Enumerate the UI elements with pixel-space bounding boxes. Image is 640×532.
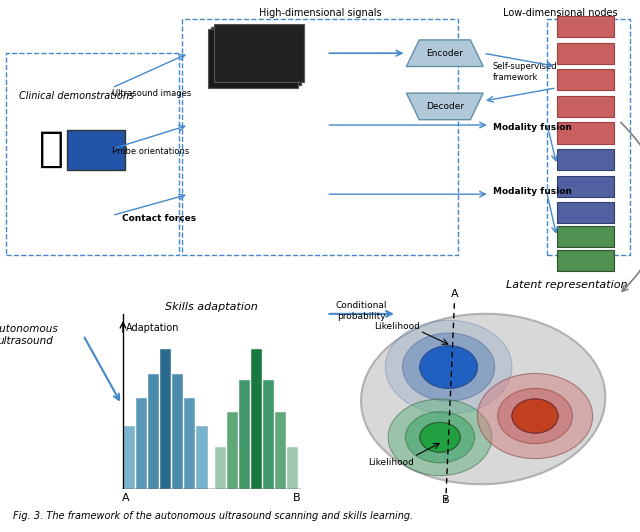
Text: High-dimensional signals: High-dimensional signals: [259, 9, 381, 18]
Text: Ultrasound images: Ultrasound images: [112, 89, 191, 97]
Bar: [172, 375, 184, 489]
Bar: [196, 426, 207, 489]
Text: Modality fusion: Modality fusion: [493, 123, 572, 132]
Circle shape: [512, 399, 558, 433]
Bar: [275, 412, 287, 489]
Text: 👩: 👩: [38, 128, 64, 170]
Bar: [136, 398, 147, 489]
Bar: [148, 375, 159, 489]
Bar: [227, 412, 238, 489]
FancyBboxPatch shape: [208, 29, 298, 88]
Circle shape: [420, 422, 460, 452]
Circle shape: [403, 333, 495, 401]
FancyBboxPatch shape: [67, 130, 125, 170]
Text: Likelihood: Likelihood: [374, 322, 420, 331]
Polygon shape: [406, 93, 483, 120]
Text: Modality fusion: Modality fusion: [493, 187, 572, 196]
Circle shape: [385, 320, 512, 414]
FancyBboxPatch shape: [557, 122, 614, 144]
Ellipse shape: [361, 314, 605, 484]
Text: Latent representation: Latent representation: [506, 280, 627, 290]
Text: Fig. 3. The framework of the autonomous ultrasound scanning and skills learning.: Fig. 3. The framework of the autonomous …: [13, 511, 413, 521]
Bar: [287, 447, 298, 489]
FancyBboxPatch shape: [557, 96, 614, 117]
Title: Skills adaptation: Skills adaptation: [165, 302, 257, 312]
Circle shape: [388, 399, 492, 476]
Text: Adaptation: Adaptation: [125, 323, 179, 333]
FancyBboxPatch shape: [557, 43, 614, 64]
Circle shape: [406, 412, 475, 463]
Circle shape: [512, 399, 558, 433]
Bar: [239, 380, 250, 489]
Circle shape: [420, 422, 460, 452]
Text: Conditional
probability: Conditional probability: [336, 301, 387, 321]
Text: B: B: [442, 495, 449, 505]
Text: Decoder: Decoder: [426, 102, 464, 111]
Text: Low-dimensional nodes: Low-dimensional nodes: [502, 9, 618, 18]
Bar: [215, 447, 227, 489]
Text: Probe orientations: Probe orientations: [112, 147, 189, 156]
Text: Encoder: Encoder: [426, 49, 463, 57]
Text: Self-supervised
framework: Self-supervised framework: [493, 62, 557, 82]
Text: Clinical demonstrations: Clinical demonstrations: [19, 91, 134, 101]
Bar: [160, 349, 172, 489]
Text: B: B: [293, 493, 301, 503]
FancyBboxPatch shape: [557, 176, 614, 197]
Circle shape: [498, 388, 573, 444]
Text: Contact forces: Contact forces: [122, 214, 196, 222]
Bar: [251, 349, 262, 489]
Circle shape: [420, 346, 477, 388]
Bar: [124, 426, 135, 489]
Text: Likelihood: Likelihood: [368, 459, 414, 467]
Bar: [184, 398, 195, 489]
FancyBboxPatch shape: [557, 250, 614, 271]
Polygon shape: [406, 40, 483, 66]
FancyBboxPatch shape: [557, 149, 614, 170]
FancyBboxPatch shape: [557, 16, 614, 37]
FancyBboxPatch shape: [211, 27, 301, 85]
FancyBboxPatch shape: [557, 202, 614, 223]
FancyBboxPatch shape: [557, 226, 614, 247]
Circle shape: [477, 373, 593, 459]
Circle shape: [420, 346, 477, 388]
FancyBboxPatch shape: [557, 69, 614, 90]
Text: A: A: [122, 493, 129, 503]
Text: A: A: [451, 289, 458, 299]
Bar: [263, 380, 275, 489]
Text: Autonomous
ultrasound: Autonomous ultrasound: [0, 324, 58, 346]
FancyBboxPatch shape: [214, 24, 304, 82]
